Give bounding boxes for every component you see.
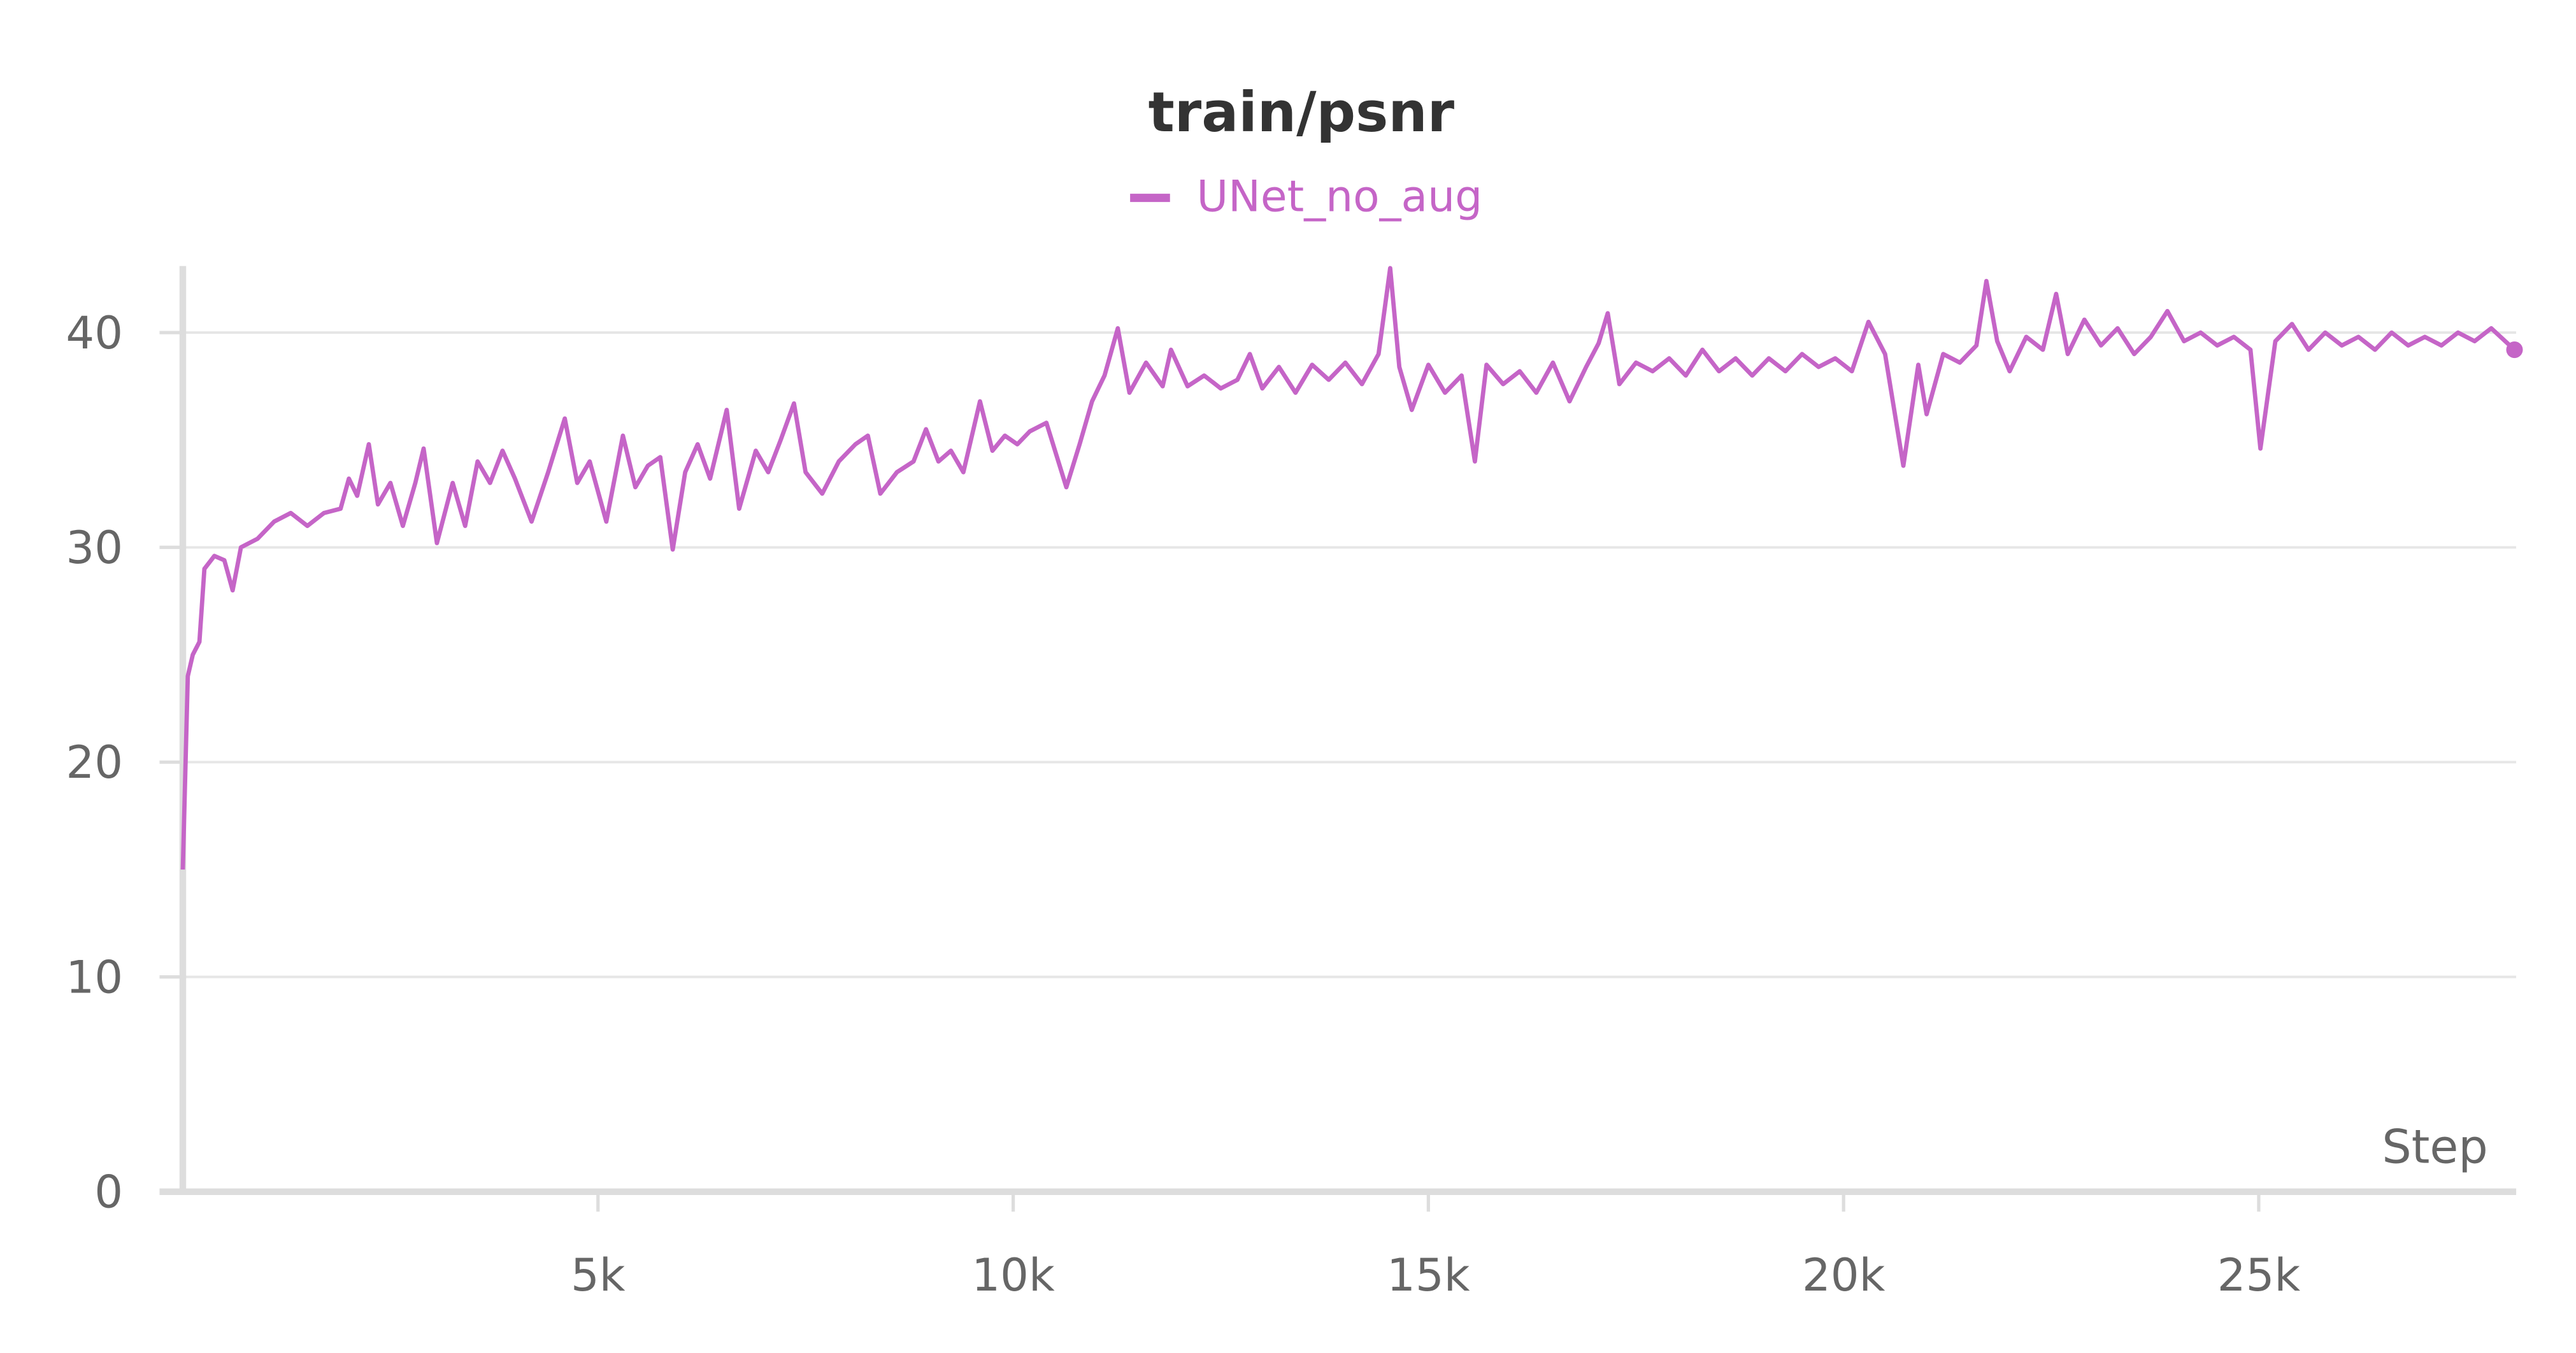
legend-label: UNet_no_aug — [1197, 171, 1483, 222]
x-tick-label: 5k — [571, 1249, 626, 1301]
y-tick-label: 10 — [66, 951, 123, 1003]
y-tick-label: 20 — [66, 736, 123, 789]
chart-title: train/psnr — [1148, 81, 1455, 145]
x-tick-label: 20k — [1802, 1249, 1885, 1301]
y-tick-label: 40 — [66, 307, 123, 359]
series-line — [180, 266, 2516, 870]
x-axis-label: Step — [2382, 1120, 2487, 1175]
x-tick-label: 15k — [1387, 1249, 1470, 1301]
x-tick-label: 10k — [971, 1249, 1055, 1301]
y-tick-label: 0 — [94, 1166, 123, 1219]
x-tick-label: 25k — [2217, 1249, 2301, 1301]
y-tick-label: 30 — [66, 522, 123, 574]
end-point — [2506, 341, 2523, 359]
